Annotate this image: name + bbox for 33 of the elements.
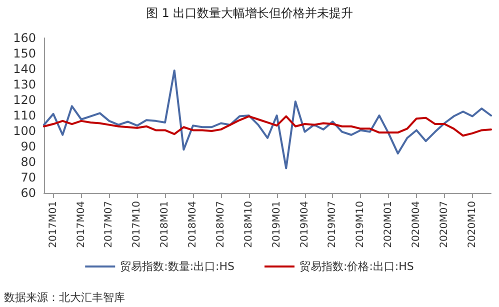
x-tick-label: 2019M04 [299, 201, 310, 248]
x-tick-label: 2020M04 [411, 201, 422, 248]
y-tick-label: 140 [13, 62, 36, 76]
x-tick-label: 2020M01 [383, 201, 394, 248]
y-tick-label: 110 [13, 108, 36, 122]
x-tick-label: 2019M01 [271, 201, 282, 248]
x-tick-label: 2017M04 [76, 201, 87, 248]
y-tick-label: 100 [13, 124, 36, 138]
x-tick-label: 2020M07 [438, 201, 450, 248]
line-series [43, 70, 492, 170]
x-tick-label: 2017M07 [104, 201, 115, 248]
x-tick-label: 2017M01 [48, 201, 59, 248]
x-tick-label: 2020M10 [466, 201, 478, 248]
y-tick-label: 90 [20, 140, 36, 154]
line-series [43, 115, 492, 137]
x-tick-label: 2018M07 [215, 201, 226, 248]
x-tick-label: 2018M01 [160, 201, 171, 248]
y-tick-label: 80 [20, 155, 36, 169]
x-tick-label: 2018M10 [243, 201, 254, 248]
y-tick-label: 150 [13, 46, 36, 60]
y-tick-label: 70 [20, 170, 36, 184]
y-tick-label: 120 [13, 93, 36, 107]
x-tick-label: 2019M10 [355, 201, 366, 248]
y-tick-label: 60 [20, 186, 36, 200]
chart-title: 图 1 出口数量大幅增长但价格并未提升 [146, 6, 354, 20]
x-tick-label: 2019M07 [327, 201, 338, 248]
y-tick-label: 160 [13, 31, 36, 45]
x-tick-label: 2017M10 [132, 201, 143, 248]
legend-label: 贸易指数:价格:出口:HS [300, 260, 414, 273]
legend-label: 贸易指数:数量:出口:HS [120, 260, 235, 273]
source-note: 数据来源：北大汇丰智库 [4, 291, 125, 304]
x-tick-label: 2018M04 [188, 201, 198, 248]
y-tick-label: 130 [13, 78, 36, 92]
